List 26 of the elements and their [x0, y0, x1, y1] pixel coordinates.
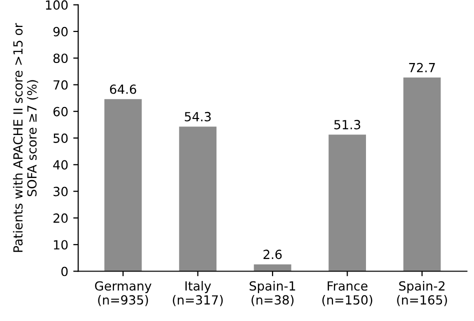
x-tick-label: France (n=150)	[322, 281, 372, 306]
y-tick-label: 100	[46, 0, 68, 10]
data-label: 72.7	[409, 62, 435, 72]
y-tick-label: 50	[54, 134, 68, 143]
y-axis-title: Patients with APACHE II score >15 or SOFA score ≥7 (%)	[12, 22, 38, 252]
x-tick-label: Spain-1 (n=38)	[250, 280, 296, 306]
y-tick-label: 20	[54, 213, 68, 223]
y-tick-label: 70	[54, 80, 68, 90]
x-tick-label: Italy (n=317)	[172, 280, 223, 306]
y-tick-label: 40	[53, 160, 68, 170]
x-tick-label: Spain-2 (n=165)	[397, 280, 447, 306]
bar	[403, 78, 441, 272]
data-label: 2.6	[264, 250, 282, 260]
y-tick-label: 90	[53, 26, 68, 36]
bar	[104, 99, 142, 272]
data-label: 51.3	[334, 120, 360, 130]
y-tick-label: 30	[54, 186, 68, 196]
data-label: 54.3	[184, 112, 211, 122]
data-label: 64.6	[110, 84, 136, 94]
y-tick-label: 60	[53, 106, 68, 116]
bar	[179, 126, 216, 272]
x-tick-label: Germany (n=935)	[95, 281, 152, 306]
y-tick-label: 0	[61, 266, 68, 276]
y-tick-label: 10	[54, 240, 68, 250]
bar	[328, 134, 366, 272]
y-tick-label: 80	[53, 54, 68, 64]
